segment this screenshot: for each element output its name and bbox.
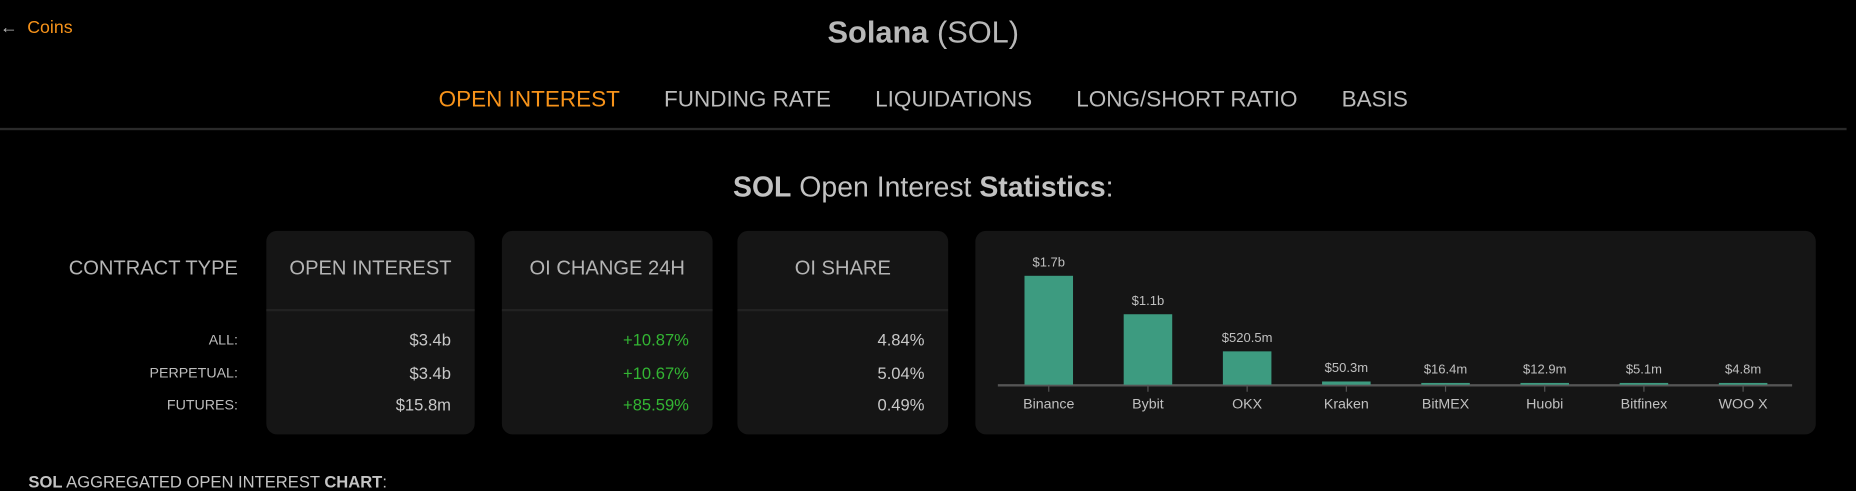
value-cell: 5.04% — [877, 363, 925, 383]
x-tick-label: Binance — [1023, 396, 1074, 412]
x-tick-label: Huobi — [1526, 396, 1563, 412]
aggregated-chart-title: SOL AGGREGATED OPEN INTEREST CHART: — [28, 472, 387, 491]
value-cell: +85.59% — [623, 395, 689, 415]
bar-woo-x[interactable] — [1718, 382, 1768, 385]
data-label: $520.5m — [1222, 330, 1273, 345]
x-tick-label: BitMEX — [1422, 396, 1470, 412]
value-cell: $15.8m — [395, 395, 451, 415]
tab-open-interest[interactable]: OPEN INTEREST — [438, 87, 620, 113]
back-to-coins-link[interactable]: ← Coins — [0, 18, 73, 38]
open-interest-card: OPEN INTEREST $3.4b $3.4b $15.8m — [266, 230, 475, 435]
bar-bybit[interactable] — [1123, 314, 1173, 385]
data-label: $16.4m — [1424, 361, 1467, 376]
bar-huobi[interactable] — [1520, 382, 1569, 385]
x-tick-label: Bitfinex — [1621, 396, 1668, 412]
data-label: $12.9m — [1523, 361, 1566, 376]
stats-title: SOL Open Interest Statistics: — [733, 171, 1114, 204]
oi-change-card: OI CHANGE 24H +10.87% +10.67% +85.59% — [501, 230, 713, 435]
page-title: Solana (SOL) — [827, 14, 1020, 50]
row-label-perpetual: PERPETUAL: — [149, 364, 238, 382]
contract-type-header: CONTRACT TYPE — [68, 256, 238, 280]
x-tick-label: Kraken — [1324, 396, 1369, 412]
value-cell: $3.4b — [409, 330, 451, 350]
value-cell: +10.87% — [623, 330, 689, 350]
row-label-all: ALL: — [208, 331, 238, 349]
column-header: OI SHARE — [794, 256, 891, 280]
tab-bar: OPEN INTEREST FUNDING RATE LIQUIDATIONS … — [0, 88, 1847, 114]
tab-basis[interactable]: BASIS — [1341, 87, 1408, 113]
bar-kraken[interactable] — [1322, 381, 1371, 385]
value-cell: $3.4b — [409, 363, 451, 383]
bar-bitmex[interactable] — [1421, 382, 1470, 385]
column-header: OPEN INTEREST — [289, 256, 452, 280]
tab-liquidations[interactable]: LIQUIDATIONS — [875, 87, 1033, 113]
value-cell: 4.84% — [877, 330, 925, 350]
arrow-left-icon: ← — [0, 17, 18, 38]
tab-funding-rate[interactable]: FUNDING RATE — [663, 87, 831, 113]
data-label: $5.1m — [1626, 361, 1662, 376]
exchange-oi-chart-card: $1.7b Binance $1.1b Bybit $520.5m OKX $50.3m Kr… — [975, 230, 1816, 435]
row-label-futures: FUTURES: — [166, 396, 238, 414]
bar-bitfinex[interactable] — [1619, 382, 1669, 385]
oi-share-card: OI SHARE 4.84% 5.04% 0.49% — [737, 230, 949, 435]
x-tick-label: WOO X — [1719, 396, 1768, 412]
divider — [0, 127, 1847, 131]
column-header: OI CHANGE 24H — [529, 256, 685, 280]
tab-long-short-ratio[interactable]: LONG/SHORT RATIO — [1076, 87, 1298, 113]
value-cell: 0.49% — [877, 395, 925, 415]
bar-binance[interactable] — [1024, 275, 1074, 385]
data-label: $1.1b — [1132, 293, 1165, 308]
value-cell: +10.67% — [623, 363, 689, 383]
x-tick-label: OKX — [1232, 396, 1262, 412]
bar-okx[interactable] — [1222, 351, 1272, 385]
x-tick-label: Bybit — [1132, 396, 1164, 412]
data-label: $1.7b — [1032, 254, 1065, 269]
exchange-oi-bar-chart: $1.7b Binance $1.1b Bybit $520.5m OKX $50.3m Kr… — [997, 254, 1793, 412]
data-label: $50.3m — [1325, 360, 1368, 375]
back-label: Coins — [27, 17, 73, 38]
data-label: $4.8m — [1725, 361, 1761, 376]
